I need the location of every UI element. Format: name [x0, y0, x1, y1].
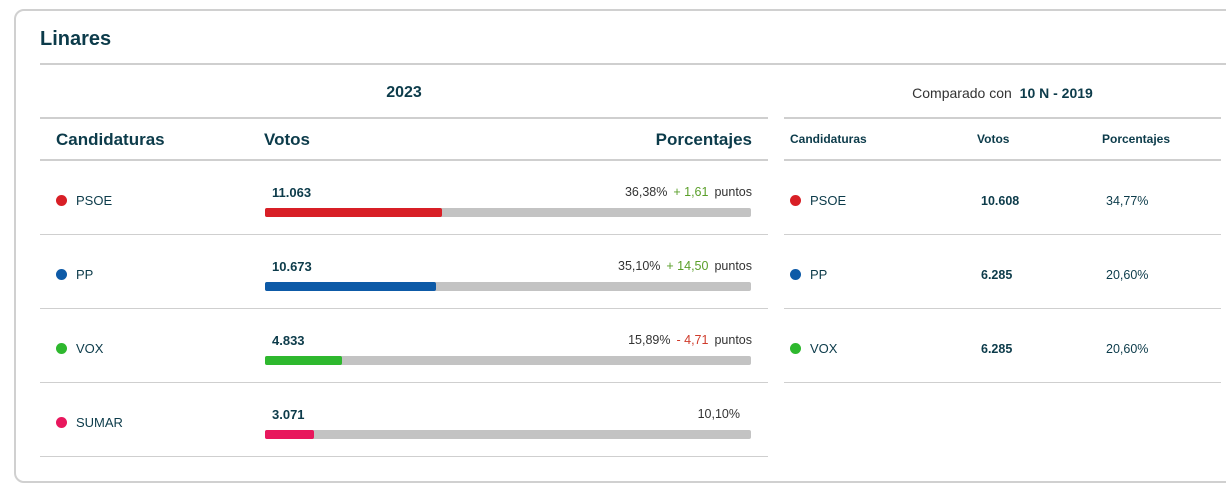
row-divider	[784, 234, 1221, 235]
party-color-dot	[790, 343, 801, 354]
compare-divider	[784, 117, 1221, 119]
compare-header-divider	[784, 159, 1221, 161]
vote-share-bar	[265, 356, 751, 365]
comparison-election: 10 N - 2019	[1019, 85, 1093, 101]
percentage-value: 10,10%	[697, 407, 740, 421]
compare-row-pp: PP 6.285 20,60%	[784, 235, 1221, 309]
votes-value: 11.063	[272, 185, 312, 200]
vote-share-bar-fill	[265, 208, 442, 217]
page-title: Linares	[40, 28, 112, 50]
row-divider	[40, 456, 768, 457]
header-votos: Votos	[264, 130, 310, 149]
year-heading: 2023	[386, 84, 422, 101]
percentage-value: 15,89%	[628, 333, 671, 347]
votes-value: 10.608	[981, 194, 1020, 208]
compare-row-psoe: PSOE 10.608 34,77%	[784, 161, 1221, 235]
party-name: SUMAR	[76, 415, 123, 430]
party-color-dot	[56, 269, 67, 280]
party-name: VOX	[76, 341, 104, 356]
vote-share-bar	[265, 282, 751, 291]
row-divider	[40, 382, 768, 383]
change-value: + 1,61	[673, 185, 709, 199]
votes-value: 10.673	[272, 259, 312, 274]
votes-value: 4.833	[272, 333, 305, 348]
points-label: puntos	[714, 259, 752, 273]
result-row-vox: VOX 4.833 15,89% - 4,71 puntos	[40, 309, 768, 383]
comparison-prefix: Comparado con	[912, 85, 1012, 101]
header-divider	[40, 159, 768, 161]
change-value: + 14,50	[666, 259, 709, 273]
party-name: PP	[810, 267, 828, 282]
percentage-value: 34,77%	[1106, 194, 1149, 208]
party-color-dot	[56, 195, 67, 206]
votes-value: 6.285	[981, 268, 1013, 282]
party-name: PSOE	[76, 193, 113, 208]
compare-row-vox: VOX 6.285 20,60%	[784, 309, 1221, 383]
party-color-dot	[790, 195, 801, 206]
party-name: PSOE	[810, 193, 847, 208]
votes-value: 6.285	[981, 342, 1013, 356]
party-color-dot	[56, 343, 67, 354]
compare-header-votos: Votos	[977, 132, 1010, 146]
party-color-dot	[790, 269, 801, 280]
percentage-line: 35,10% + 14,50 puntos	[618, 259, 752, 273]
result-row-psoe: PSOE 11.063 36,38% + 1,61 puntos	[40, 161, 768, 235]
party-name: VOX	[810, 341, 838, 356]
vote-share-bar-fill	[265, 356, 343, 365]
percentage-value: 36,38%	[624, 185, 668, 199]
compare-header-candidaturas: Candidaturas	[790, 132, 867, 146]
votes-value: 3.071	[272, 407, 305, 422]
percentage-line: 10,10%	[698, 407, 752, 421]
vote-share-bar	[265, 208, 751, 217]
row-divider	[40, 234, 768, 235]
vote-share-bar-fill	[265, 430, 315, 439]
percentage-line: 36,38% + 1,61 puntos	[625, 185, 752, 199]
result-row-pp: PP 10.673 35,10% + 14,50 puntos	[40, 235, 768, 309]
row-divider	[784, 308, 1221, 309]
result-row-sumar: SUMAR 3.071 10,10%	[40, 383, 768, 457]
year-divider	[40, 117, 768, 119]
points-label: puntos	[714, 333, 752, 347]
points-label: puntos	[714, 185, 752, 199]
percentage-line: 15,89% - 4,71 puntos	[628, 333, 752, 347]
party-name: PP	[76, 267, 94, 282]
percentage-value: 20,60%	[1106, 268, 1149, 282]
results-card	[14, 9, 1226, 483]
comparison-heading: Comparado con 10 N - 2019	[784, 85, 1221, 101]
vote-share-bar	[265, 430, 751, 439]
header-porcentajes: Porcentajes	[655, 130, 752, 149]
vote-share-bar-fill	[265, 282, 436, 291]
change-value: - 4,71	[676, 333, 709, 347]
row-divider	[40, 308, 768, 309]
compare-header-porcentajes: Porcentajes	[1102, 132, 1171, 146]
percentage-value: 20,60%	[1106, 342, 1149, 356]
party-color-dot	[56, 417, 67, 428]
header-candidaturas: Candidaturas	[56, 130, 165, 149]
title-divider	[40, 63, 1226, 65]
row-divider	[784, 382, 1221, 383]
percentage-value: 35,10%	[618, 259, 661, 273]
